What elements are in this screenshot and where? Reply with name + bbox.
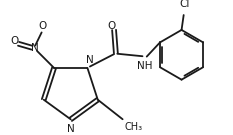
Text: CH₃: CH₃ <box>124 122 143 132</box>
Text: O: O <box>107 21 115 31</box>
Text: O: O <box>10 36 18 46</box>
Text: O: O <box>38 21 46 31</box>
Text: N: N <box>86 55 94 65</box>
Text: NH: NH <box>137 61 152 71</box>
Text: Cl: Cl <box>179 0 190 9</box>
Text: N: N <box>67 124 75 134</box>
Text: N: N <box>31 43 38 53</box>
